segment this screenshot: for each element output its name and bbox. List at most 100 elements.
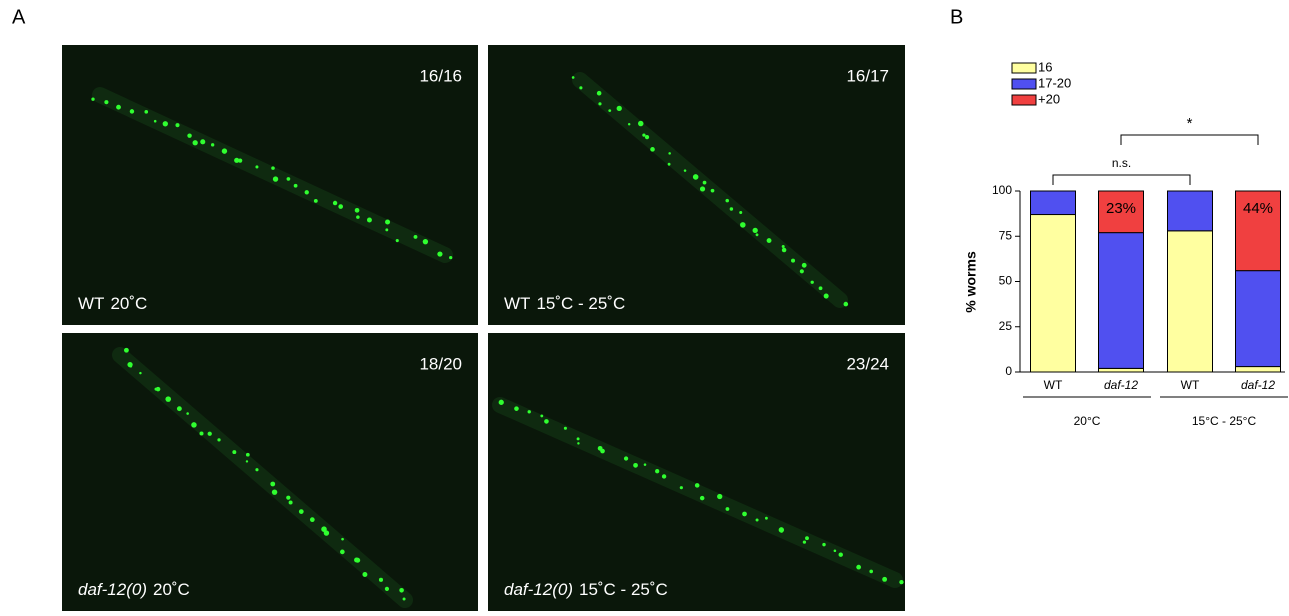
nucleus	[571, 76, 575, 79]
nucleus	[153, 119, 157, 123]
nucleus	[805, 536, 809, 541]
nucleus	[544, 419, 549, 424]
image-caption: daf-12(0) 15˚C - 25˚C	[504, 580, 668, 599]
nucleus	[245, 460, 249, 463]
nucleus	[702, 180, 707, 185]
legend-label: 17-20	[1038, 75, 1071, 90]
nucleus	[270, 481, 276, 487]
worm-body	[572, 72, 848, 308]
nucleus	[124, 347, 129, 353]
nucleus	[766, 238, 772, 244]
nucleus	[313, 198, 318, 203]
annotation: n.s.	[1112, 156, 1131, 170]
y-tick-label: 25	[999, 319, 1013, 333]
nucleus	[192, 140, 198, 146]
nucleus	[655, 469, 660, 474]
x-tick-label: WT	[1044, 378, 1063, 392]
nucleus	[739, 211, 743, 215]
nucleus	[899, 579, 904, 585]
nucleus	[422, 239, 429, 245]
nucleus	[791, 258, 796, 263]
nucleus	[340, 549, 345, 555]
nucleus	[384, 586, 390, 591]
nucleus	[104, 100, 109, 105]
nucleus	[810, 280, 814, 284]
nucleus	[378, 577, 384, 582]
nucleus	[596, 90, 602, 96]
nucleus	[155, 386, 161, 392]
nucleus	[616, 105, 622, 112]
nucleus	[366, 217, 372, 223]
nucleus	[234, 157, 240, 163]
nucleus	[823, 293, 829, 299]
nucleus	[402, 597, 406, 601]
genotype: WT	[504, 294, 530, 313]
nucleus	[139, 371, 142, 375]
bar-segment	[1030, 190, 1076, 216]
value-label: 23%	[1106, 200, 1136, 217]
nucleus	[801, 262, 807, 268]
nucleus	[843, 301, 849, 307]
nucleus	[200, 139, 206, 145]
nucleus	[838, 552, 843, 557]
condition: 20˚C	[153, 580, 190, 599]
nucleus	[293, 183, 298, 188]
bar-segment	[1235, 366, 1281, 373]
worm-body	[492, 397, 903, 588]
y-tick-label: 0	[1005, 364, 1012, 378]
x-tick-label: daf-12	[1104, 378, 1138, 392]
image-caption: daf-12(0) 20˚C	[78, 580, 190, 599]
micrograph	[62, 45, 478, 325]
nucleus	[725, 198, 729, 203]
nucleus	[540, 414, 544, 418]
nucleus	[286, 495, 291, 500]
nucleus	[437, 251, 443, 257]
nucleus	[271, 166, 275, 170]
group-label: 15°C - 25°C	[1192, 414, 1257, 428]
nucleus	[579, 86, 583, 90]
nucleus	[272, 176, 279, 182]
nucleus	[129, 364, 133, 368]
nucleus	[165, 396, 172, 402]
y-tick-label: 75	[999, 228, 1013, 242]
nucleus	[199, 431, 204, 436]
nucleus	[644, 134, 650, 140]
genotype: daf-12(0)	[78, 580, 147, 599]
nucleus	[755, 518, 759, 522]
nucleus	[710, 188, 715, 193]
nucleus	[802, 540, 807, 544]
nucleus	[638, 120, 644, 127]
nucleus	[882, 576, 888, 582]
bar-segment	[1098, 232, 1144, 369]
nucleus	[116, 104, 121, 110]
image-count: 16/16	[419, 66, 462, 85]
nucleus	[822, 542, 826, 547]
nucleus	[781, 244, 785, 248]
legend-swatch	[1011, 78, 1037, 90]
nucleus	[577, 442, 580, 445]
y-axis-label: % worms	[963, 251, 979, 313]
image-count: 23/24	[846, 354, 889, 373]
nucleus	[176, 406, 182, 412]
nucleus	[576, 437, 580, 441]
significance-bracket	[1052, 174, 1191, 185]
bar-segment	[1098, 367, 1144, 373]
nucleus	[699, 495, 705, 501]
x-tick-label: WT	[1181, 378, 1200, 392]
nucleus	[338, 204, 343, 209]
nucleus	[740, 222, 746, 228]
bar-segment	[1235, 270, 1281, 368]
nucleus	[799, 269, 804, 274]
nucleus	[498, 399, 504, 405]
nucleus	[781, 247, 787, 253]
nucleus	[341, 537, 344, 541]
nucleus	[288, 500, 293, 505]
nucleus	[818, 286, 823, 291]
nucleus	[563, 426, 567, 430]
nucleus	[187, 133, 192, 138]
image-caption: WT 20˚C	[78, 294, 147, 313]
legend-swatch	[1011, 94, 1037, 106]
nucleus	[286, 177, 291, 181]
image-caption: WT 15˚C - 25˚C	[504, 294, 625, 313]
nucleus	[608, 109, 612, 112]
